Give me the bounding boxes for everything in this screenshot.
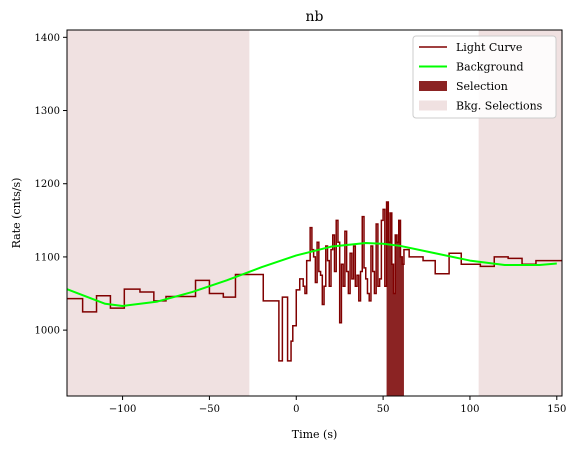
x-tick-label: 100 bbox=[460, 404, 479, 415]
light-curve-series bbox=[67, 201, 562, 362]
y-tick-label: 1000 bbox=[35, 326, 60, 337]
chart-title: nb bbox=[306, 9, 324, 25]
plot-frame bbox=[66, 29, 563, 397]
selection-fill bbox=[386, 202, 404, 396]
legend-label: Light Curve bbox=[456, 41, 522, 54]
x-tick-label: 150 bbox=[547, 404, 566, 415]
y-axis-label: Rate (cnts/s) bbox=[10, 178, 23, 249]
x-axis: −100 −50 0 50 100 150 bbox=[109, 396, 566, 415]
x-tick-label: −50 bbox=[199, 404, 220, 415]
legend-label: Bkg. Selections bbox=[456, 100, 543, 113]
legend-box bbox=[412, 35, 557, 119]
selection-layer bbox=[386, 202, 404, 396]
legend-label: Selection bbox=[456, 80, 508, 93]
x-tick-label: 50 bbox=[377, 404, 390, 415]
light-curve-layer bbox=[67, 201, 562, 362]
y-tick-label: 1300 bbox=[35, 106, 60, 117]
x-tick-label: −100 bbox=[109, 404, 136, 415]
legend-swatch bbox=[419, 100, 447, 111]
legend: Light Curve Background Selection Bkg. Selec… bbox=[412, 35, 557, 119]
legend-swatch bbox=[419, 81, 447, 91]
y-axis: 1000 1100 1200 1300 1400 bbox=[35, 33, 67, 337]
x-axis-label: Time (s) bbox=[292, 428, 338, 441]
x-tick-label: 0 bbox=[293, 404, 299, 415]
y-tick-label: 1100 bbox=[35, 252, 60, 263]
bkg-selection-0 bbox=[67, 30, 250, 396]
y-tick-label: 1400 bbox=[35, 33, 60, 44]
y-tick-label: 1200 bbox=[35, 179, 60, 190]
background-layer bbox=[67, 242, 557, 307]
legend-label: Background bbox=[456, 61, 524, 74]
background-series bbox=[67, 242, 557, 307]
